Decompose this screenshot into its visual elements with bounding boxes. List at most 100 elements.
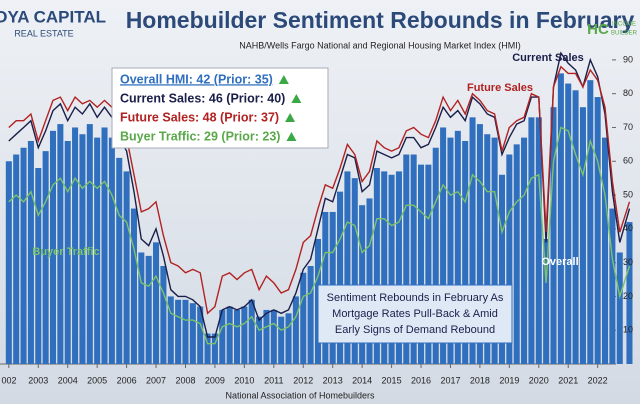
x-tick-label: 2005 (87, 375, 107, 385)
bar (476, 124, 483, 365)
x-tick-label: 2003 (28, 375, 48, 385)
x-tick-label: 2008 (175, 375, 195, 385)
line (8, 126, 631, 345)
bar (484, 134, 491, 364)
x-tick-label: 2018 (470, 375, 490, 385)
plot (0, 51, 633, 368)
bar (425, 164, 432, 364)
up-arrow (285, 113, 296, 122)
bar (373, 168, 380, 364)
chart-subtitle: NAHB/Wells Fargo National and Regional H… (239, 40, 520, 50)
bar (153, 242, 160, 364)
bar (211, 333, 218, 364)
bar (108, 137, 115, 364)
bar (557, 73, 564, 365)
bar (278, 316, 285, 364)
bar (403, 154, 410, 364)
bar (101, 127, 108, 364)
bar (27, 140, 34, 364)
y-tick-label: 10 (623, 325, 633, 335)
bar (49, 130, 57, 364)
logo-right-sub: BUILDER (611, 31, 638, 37)
bar (42, 151, 49, 364)
bar (381, 171, 388, 364)
bar (219, 309, 226, 364)
x-tick-label: 2015 (382, 375, 402, 385)
bar (256, 316, 263, 364)
logo-right-sub: INCOME (612, 22, 636, 28)
logo-left: HOYA CAPITAL (0, 7, 106, 26)
series-label: Overall (541, 256, 578, 268)
bar (79, 134, 86, 364)
bar (506, 154, 513, 364)
up-arrow (278, 75, 289, 84)
bar (454, 130, 461, 364)
y-tick-label: 70 (623, 122, 633, 132)
x-tick-label: 2019 (499, 375, 519, 385)
bar (13, 154, 20, 364)
bar (432, 147, 439, 364)
x-tick-label: 2022 (588, 375, 608, 385)
bar (344, 171, 351, 364)
bar (130, 208, 137, 364)
bar (35, 168, 42, 364)
x-tick-label: 2017 (440, 375, 460, 385)
bar (395, 171, 402, 364)
bar (626, 222, 633, 364)
x-tick-label: 2004 (58, 375, 78, 385)
y-tick-label: 50 (623, 189, 633, 199)
x-tick-label: 2021 (558, 375, 578, 385)
x-tick-label: 2012 (293, 375, 313, 385)
series-label: Current Sales (512, 52, 584, 64)
x-tick-label: 2006 (117, 375, 137, 385)
summary-line: Current Sales: 46 (Prior: 40) (120, 91, 285, 105)
bar (565, 83, 572, 365)
summary-line: Buyer Traffic: 29 (Prior: 23) (120, 129, 280, 143)
y-tick-label: 40 (623, 223, 633, 233)
x-tick-label: 2016 (411, 375, 431, 385)
bar (189, 303, 196, 364)
note: Early Signs of Demand Rebound (335, 324, 495, 336)
bar (521, 137, 528, 364)
bar (594, 97, 601, 364)
bar (616, 252, 623, 364)
bar (197, 306, 204, 364)
bar (285, 313, 292, 364)
x-tick-label: 2011 (264, 375, 283, 385)
bar (182, 299, 189, 364)
bar (292, 296, 299, 364)
summary-line: Overall HMI: 42 (Prior: 35) (120, 72, 273, 86)
bar (579, 107, 586, 364)
bar (241, 306, 248, 364)
x-tick-label: 2010 (234, 375, 254, 385)
bar (175, 299, 182, 364)
bar (270, 309, 277, 364)
x-tick-label: 2007 (146, 375, 166, 385)
note-box (317, 284, 513, 344)
x-tick-label: 002 (1, 375, 16, 385)
bar (248, 299, 255, 364)
bar (94, 137, 101, 364)
source: National Association of Homebuilders (225, 390, 375, 400)
series-label: Future Sales (467, 82, 533, 94)
bar (263, 309, 270, 364)
note: Mortgage Rates Pull-Back & Amid (332, 308, 498, 320)
x-tick-label: 2014 (352, 375, 372, 385)
bar (57, 124, 64, 365)
summary-line: Future Sales: 48 (Prior: 37) (120, 110, 279, 124)
bar (410, 154, 417, 364)
logo-left-sub: REAL ESTATE (14, 28, 73, 38)
bar (440, 127, 447, 364)
bar (116, 157, 123, 364)
up-arrow (291, 94, 302, 103)
y-tick-label: 80 (623, 88, 633, 98)
y-tick-label: 20 (623, 291, 633, 301)
y-tick-label: 30 (623, 257, 633, 267)
bar (418, 164, 425, 364)
bar (64, 140, 71, 364)
bar (86, 124, 93, 365)
bar (160, 266, 167, 364)
y-tick-label: 90 (623, 54, 633, 64)
bar (388, 174, 395, 364)
